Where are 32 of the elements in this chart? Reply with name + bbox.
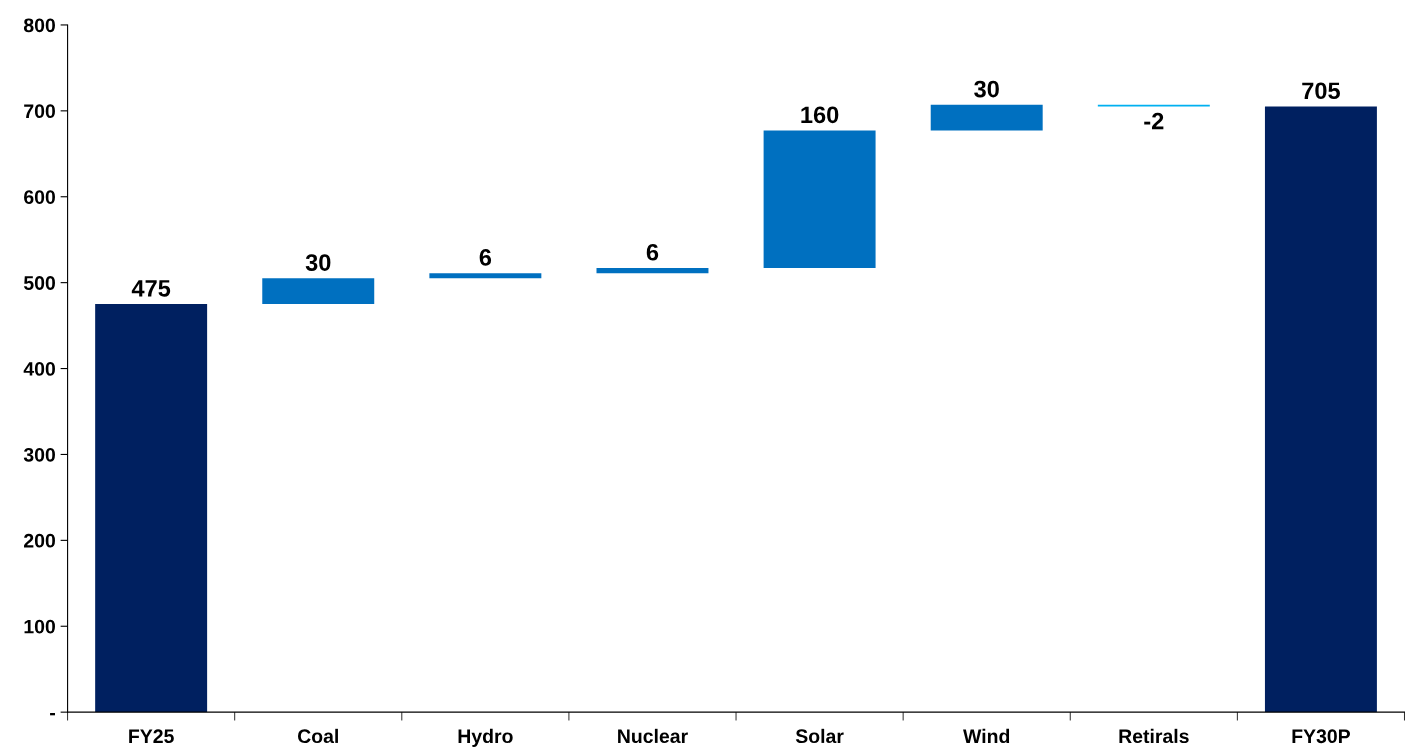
data-label: 160 [801, 106, 839, 124]
x-tick-label: Retirals [1119, 728, 1189, 744]
data-label: 705 [1302, 82, 1340, 100]
y-tick-label: 200 [24, 533, 55, 548]
y-tick-label: 600 [24, 190, 55, 204]
bar [930, 104, 1043, 131]
x-tick-label: Hydro [458, 728, 513, 747]
data-label: -2 [1144, 112, 1164, 130]
y-tick-label: 700 [24, 104, 55, 119]
x-tick-label: Nuclear [618, 728, 688, 744]
y-tick-label: - [50, 713, 55, 716]
y-tick-label: 400 [23, 362, 55, 376]
data-label: 6 [646, 243, 659, 261]
bar [1264, 106, 1377, 713]
data-label: 475 [131, 280, 171, 297]
data-label: 6 [479, 249, 492, 266]
x-tick-label: Wind [963, 728, 1010, 744]
bar [262, 278, 375, 305]
bar [429, 273, 542, 279]
x-tick-label: FY25 [129, 729, 174, 744]
bar [95, 304, 208, 713]
y-tick-label: 100 [24, 619, 55, 634]
x-tick-label: FY30P [1292, 729, 1350, 744]
y-tick-label: 300 [23, 447, 55, 462]
y-tick-label: 500 [23, 276, 55, 290]
x-tick-label: Solar [795, 728, 844, 744]
data-label: 30 [974, 80, 999, 98]
x-tick-label: Coal [297, 728, 338, 744]
data-label: 30 [305, 254, 331, 271]
y-tick-label: 800 [23, 18, 55, 33]
bar [763, 130, 876, 269]
bar [596, 268, 709, 274]
